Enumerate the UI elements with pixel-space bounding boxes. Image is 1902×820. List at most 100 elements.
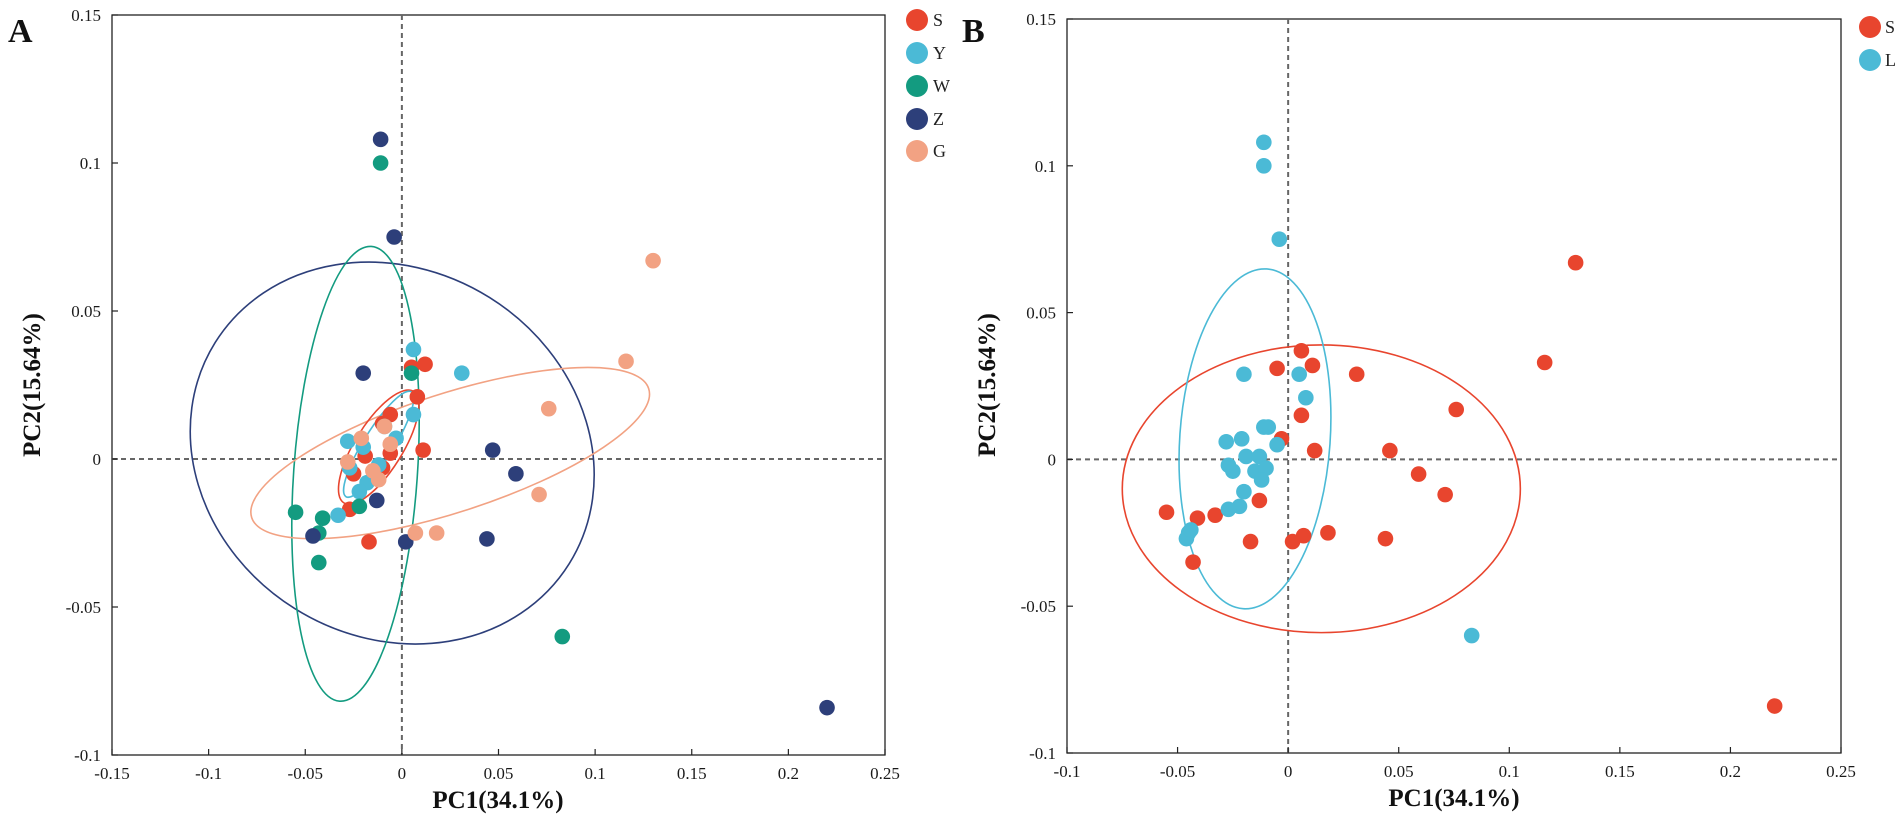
y-tick-label: -0.1 <box>1029 744 1056 763</box>
point-z <box>372 131 389 148</box>
point-z <box>355 365 372 381</box>
point-g <box>353 430 370 447</box>
point-z <box>386 229 402 245</box>
point-l <box>1269 436 1285 453</box>
legend-label-l: L <box>1885 50 1896 70</box>
legend-item-s: S <box>1859 16 1895 38</box>
y-tick-label: -0.05 <box>66 598 101 617</box>
point-s <box>1189 510 1206 526</box>
point-g <box>376 418 393 435</box>
point-w <box>554 628 571 645</box>
panel-a-letter: A <box>8 13 33 50</box>
x-tick-label: 0.2 <box>1720 762 1741 781</box>
point-w <box>287 504 304 521</box>
legend-item-l: L <box>1859 49 1896 71</box>
y-tick-label: 0.1 <box>1035 157 1056 176</box>
legend-label-y: Y <box>933 43 946 63</box>
ellipse-l <box>1178 268 1332 610</box>
point-z <box>508 466 524 482</box>
panel-a-x-ticks: -0.15 -0.1 -0.05 0 0.05 0.1 0.15 0.2 0.25 <box>94 749 900 783</box>
x-tick-label: 0.05 <box>484 764 514 783</box>
point-s <box>415 442 431 458</box>
x-tick-label: 0 <box>398 764 407 783</box>
point-l <box>1251 448 1268 465</box>
point-l <box>1238 448 1254 465</box>
panel-a-y-ticks: -0.1 -0.05 0 0.05 0.1 0.15 <box>66 6 118 765</box>
legend-label-s: S <box>1885 17 1895 37</box>
legend-marker-l <box>1859 49 1881 71</box>
point-l <box>1271 231 1288 247</box>
point-l <box>1233 431 1250 447</box>
panel-b-y-axis-title: PC2(15.64%) <box>974 313 1001 457</box>
x-tick-label: 0.25 <box>1826 762 1856 781</box>
point-l <box>1236 483 1252 500</box>
point-y <box>330 507 346 524</box>
panel-a-y-axis-title: PC2(15.64%) <box>19 313 46 457</box>
legend-marker-s <box>1859 16 1881 38</box>
panel-b-points <box>1158 134 1783 714</box>
y-tick-label: 0.15 <box>71 6 101 25</box>
x-tick-label: -0.15 <box>94 764 129 783</box>
panel-b-legend: S L <box>1859 16 1896 71</box>
point-s <box>1242 533 1259 550</box>
point-g <box>407 525 424 541</box>
point-s <box>1269 360 1285 377</box>
x-tick-label: 0.1 <box>585 764 606 783</box>
panel-a-plot-frame <box>111 14 886 756</box>
point-s <box>1293 342 1310 359</box>
panel-b: B -0.1 -0.05 0 0.05 0.1 0.15 0.2 0.25 -0.1 -0.05… <box>962 10 1896 812</box>
point-g <box>365 463 381 479</box>
point-g <box>428 525 445 541</box>
legend-marker-y <box>906 42 928 64</box>
point-s <box>1306 442 1323 459</box>
x-tick-label: 0.1 <box>1499 762 1520 781</box>
y-tick-label: 0.05 <box>71 302 101 321</box>
legend-item-g: G <box>906 140 946 162</box>
point-z <box>479 531 495 547</box>
x-tick-label: 0.25 <box>870 764 900 783</box>
point-l <box>1236 366 1252 383</box>
ellipse-z <box>189 261 595 645</box>
point-s <box>1410 466 1427 482</box>
point-s <box>1185 554 1201 570</box>
point-s <box>1348 366 1365 383</box>
point-l <box>1463 627 1480 644</box>
ellipse-s <box>1121 344 1522 634</box>
point-s <box>1437 486 1453 503</box>
point-z <box>484 442 501 458</box>
point-g <box>540 400 557 417</box>
panel-a-points <box>287 131 835 716</box>
point-w <box>403 365 420 381</box>
point-z <box>368 492 385 509</box>
panel-b-x-ticks: -0.1 -0.05 0 0.05 0.1 0.15 0.2 0.25 <box>1054 747 1856 781</box>
point-z <box>819 699 835 716</box>
ellipse-w <box>290 245 421 703</box>
legend-label-z: Z <box>933 109 944 129</box>
point-s <box>1158 504 1175 521</box>
legend-marker-g <box>906 140 928 162</box>
y-tick-label: 0.1 <box>80 154 101 173</box>
point-g <box>618 353 634 370</box>
point-s <box>1284 533 1301 550</box>
x-tick-label: -0.05 <box>1160 762 1195 781</box>
point-g <box>645 252 661 269</box>
point-s <box>361 534 377 550</box>
point-l <box>1298 389 1314 406</box>
point-s <box>1207 507 1223 523</box>
point-y <box>339 433 356 450</box>
panel-b-plot-frame <box>1066 18 1842 754</box>
point-s <box>1293 407 1310 424</box>
legend-label-s: S <box>933 10 943 30</box>
y-tick-label: -0.1 <box>74 746 101 765</box>
point-s <box>1304 357 1321 374</box>
panel-b-ellipses <box>1121 268 1522 634</box>
legend-marker-s <box>906 9 928 31</box>
x-tick-label: 0.15 <box>677 764 707 783</box>
point-g <box>382 436 399 453</box>
panel-b-y-ticks: -0.1 -0.05 0 0.05 0.1 0.15 <box>1021 10 1073 763</box>
point-s <box>1448 401 1465 418</box>
point-l <box>1256 134 1272 151</box>
panel-b-letter: B <box>962 13 985 50</box>
y-tick-label: 0.05 <box>1026 304 1056 323</box>
point-s <box>1320 525 1336 541</box>
